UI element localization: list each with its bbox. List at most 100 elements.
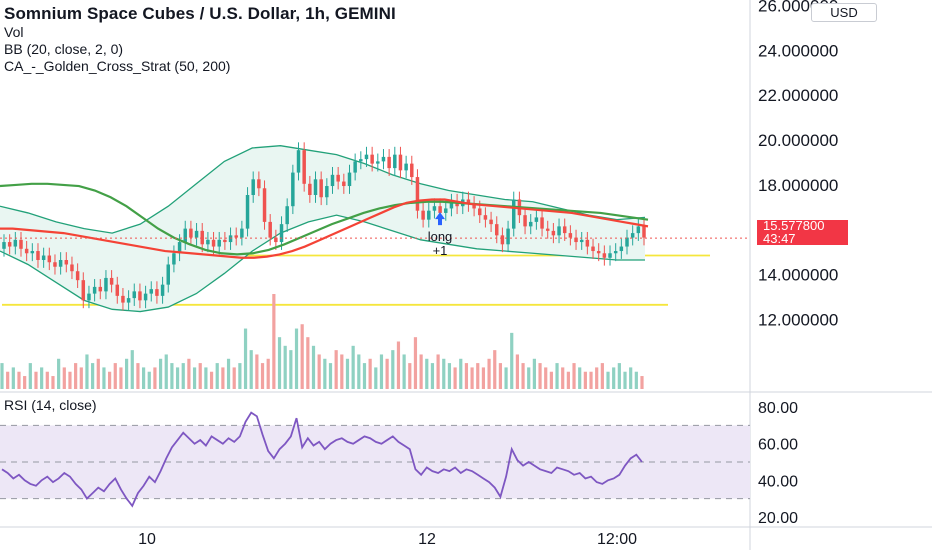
candle-body: [172, 253, 176, 265]
bb-upper-line: [0, 145, 646, 234]
candle-body: [24, 248, 29, 254]
bb-lower-line: [0, 214, 645, 313]
candle-body: [183, 228, 187, 243]
last-price-value: 15.577800: [763, 218, 825, 233]
candle-body: [432, 206, 437, 211]
volume-bar: [532, 358, 536, 389]
candle-body: [126, 298, 131, 303]
volume-bar: [6, 371, 10, 389]
candle-body: [109, 277, 114, 285]
volume-bar: [272, 294, 276, 389]
trade-qty-label: +1: [433, 243, 448, 258]
volume-bar: [589, 371, 593, 389]
candle-body: [200, 230, 204, 245]
candle-body: [528, 221, 533, 227]
candle-body: [500, 235, 505, 245]
candle-body: [370, 154, 374, 164]
volume-bar: [113, 363, 117, 389]
candle-body: [160, 284, 165, 296]
candle-body: [506, 228, 510, 245]
candle-body: [330, 174, 335, 187]
candle-body: [262, 188, 267, 222]
candle-body: [211, 239, 216, 247]
volume-bar: [481, 367, 486, 389]
volume-bar: [209, 371, 214, 389]
candle-body: [64, 260, 69, 265]
volume-bar: [51, 376, 55, 389]
volume-bar: [561, 367, 565, 389]
rsi-line: [1, 411, 643, 508]
candle-body: [523, 215, 527, 227]
volume-bar: [192, 367, 197, 389]
volume-bar: [487, 358, 491, 389]
volume-bar: [385, 358, 389, 389]
candle-body: [257, 179, 261, 189]
legend-bb[interactable]: BB (20, close, 2, 0): [4, 41, 124, 57]
volume-bar: [595, 367, 599, 389]
volume-bar: [255, 354, 259, 389]
volume-bar: [549, 371, 553, 389]
candle-body: [143, 293, 148, 301]
volume-bar: [232, 367, 236, 389]
price-tick-label: 22.000000: [758, 86, 838, 105]
legend-vol[interactable]: Vol: [4, 24, 24, 40]
currency-button[interactable]: USD: [811, 3, 877, 22]
volume-bar: [91, 363, 95, 389]
candle-body: [217, 239, 221, 247]
candle-body: [489, 219, 493, 225]
symbol-title[interactable]: Somnium Space Cubes / U.S. Dollar, 1h, G…: [4, 4, 396, 23]
candle-body: [53, 262, 57, 267]
volume-bar: [447, 363, 452, 389]
volume-bar: [283, 345, 287, 389]
volume-bar: [555, 363, 559, 389]
legend-strategy[interactable]: CA_-_Golden_Cross_Strat (50, 200): [4, 58, 231, 74]
volume-bar: [334, 350, 338, 389]
last-price-tag: 15.577800 43:47: [757, 218, 848, 246]
volume-bar: [34, 371, 38, 389]
candle-body: [325, 186, 329, 198]
volume-bar: [181, 363, 185, 389]
volume-bar: [311, 345, 316, 389]
volume-bar: [396, 341, 401, 389]
volume-bar: [158, 358, 163, 389]
volume-bar: [68, 371, 72, 389]
candle-body: [41, 255, 46, 260]
candle-body: [381, 156, 386, 162]
candle-body: [449, 201, 454, 209]
volume-bar: [119, 367, 123, 389]
candle-body: [36, 251, 40, 260]
volume-bar: [583, 371, 587, 389]
candle-body: [472, 203, 476, 209]
candle-body: [557, 226, 561, 236]
volume-bar: [408, 363, 412, 389]
candle-body: [455, 201, 459, 207]
candle-body: [359, 159, 363, 162]
volume-bar: [204, 367, 208, 389]
candle-body: [642, 226, 646, 238]
candle-body: [189, 228, 193, 238]
bar-countdown: 43:47: [763, 230, 796, 246]
candle-body: [92, 286, 97, 294]
volume-bar: [436, 354, 440, 389]
volume-bar: [289, 350, 293, 389]
rsi-legend[interactable]: RSI (14, close): [4, 397, 97, 413]
volume-bar: [187, 358, 191, 389]
candle-body: [415, 177, 420, 211]
candle-body: [636, 226, 641, 234]
candle-body: [13, 239, 18, 247]
candle-body: [608, 253, 612, 258]
volume-bar: [600, 363, 604, 389]
volume-bar: [147, 371, 151, 389]
volume-bar: [17, 371, 21, 389]
candle-body: [104, 277, 108, 292]
volume-bar: [612, 367, 616, 389]
candle-body: [376, 161, 380, 164]
candle-body: [591, 246, 595, 252]
price-tick-label: 18.000000: [758, 176, 838, 195]
candle-body: [194, 230, 199, 238]
volume-bar: [623, 371, 627, 389]
volume-bar: [430, 363, 435, 389]
volume-bar: [459, 358, 463, 389]
candle-body: [364, 154, 369, 160]
